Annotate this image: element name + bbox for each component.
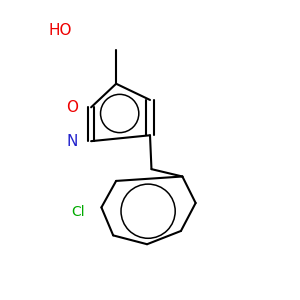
Text: N: N — [66, 134, 78, 149]
Text: Cl: Cl — [71, 205, 85, 219]
Text: O: O — [66, 100, 78, 115]
Text: HO: HO — [48, 23, 72, 38]
